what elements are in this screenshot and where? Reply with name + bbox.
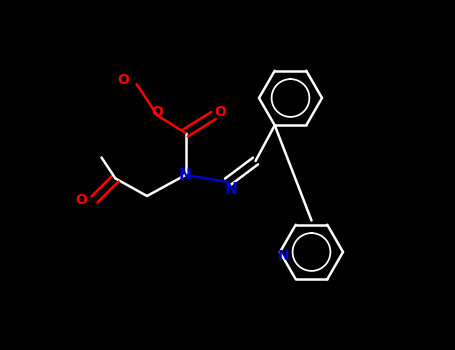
Text: N: N	[179, 168, 192, 182]
Text: O: O	[118, 74, 130, 88]
Text: O: O	[152, 105, 163, 119]
Text: O: O	[76, 193, 87, 206]
Text: O: O	[215, 105, 227, 119]
Text: N: N	[278, 248, 289, 262]
Text: N: N	[225, 182, 238, 196]
